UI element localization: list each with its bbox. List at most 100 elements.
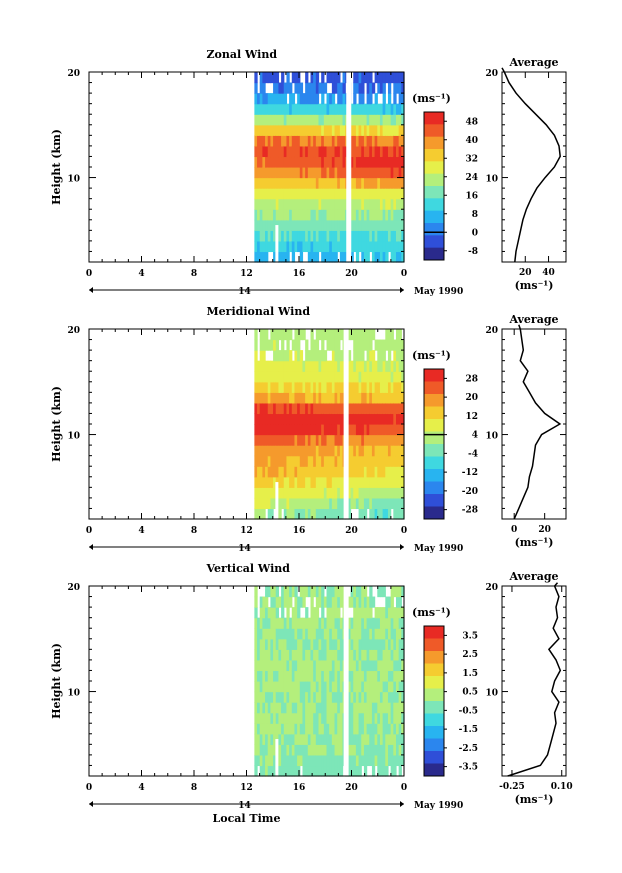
field-cell xyxy=(371,392,376,404)
field-cell xyxy=(265,392,269,404)
field-cell xyxy=(321,476,325,488)
field-cell xyxy=(339,723,344,735)
field-cell xyxy=(390,230,394,242)
field-cell xyxy=(305,455,309,467)
field-cell xyxy=(313,219,317,231)
field-cell xyxy=(393,466,397,478)
field-cell xyxy=(257,466,261,478)
field-cell xyxy=(331,209,336,221)
field-cell xyxy=(401,466,405,478)
field-cell xyxy=(273,209,277,221)
y-axis-label: Height (km) xyxy=(50,643,63,719)
field-cell xyxy=(395,733,400,745)
field-cell xyxy=(281,177,285,189)
field-cell xyxy=(318,628,322,640)
field-cell xyxy=(321,586,325,598)
field-cell xyxy=(310,93,314,105)
field-cell xyxy=(310,156,314,168)
field-cell xyxy=(350,114,354,126)
field-cell xyxy=(281,434,285,446)
field-cell xyxy=(281,607,285,619)
field-cell xyxy=(358,617,362,629)
field-cell xyxy=(358,455,362,467)
field-cell xyxy=(286,135,290,147)
field-cell xyxy=(363,586,368,598)
field-cell xyxy=(299,659,304,672)
field-cell xyxy=(273,198,277,210)
field-cell xyxy=(262,455,266,467)
field-cell xyxy=(267,445,272,457)
field-cell xyxy=(371,596,376,608)
field-cell xyxy=(395,145,400,158)
field-cell xyxy=(318,434,322,446)
field-cell xyxy=(331,402,336,415)
field-cell xyxy=(305,198,309,210)
field-cell xyxy=(259,188,263,200)
field-cell xyxy=(366,230,370,242)
field-cell xyxy=(267,712,272,724)
x-tick-label: 0 xyxy=(401,269,407,279)
field-cell xyxy=(321,167,325,179)
field-cell xyxy=(331,145,336,158)
field-cell xyxy=(382,72,386,84)
field-cell xyxy=(377,607,381,619)
field-cell xyxy=(329,476,333,488)
field-cell xyxy=(369,586,373,598)
field-cell xyxy=(393,177,397,189)
field-cell xyxy=(331,371,336,383)
field-cell xyxy=(299,691,304,703)
field-cell xyxy=(315,586,320,598)
field-cell xyxy=(334,754,338,767)
field-cell xyxy=(398,596,402,608)
field-cell xyxy=(315,360,320,372)
data-gap xyxy=(275,225,279,273)
field-cell xyxy=(398,765,402,777)
field-cell xyxy=(337,476,341,488)
field-cell xyxy=(382,586,386,598)
field-cell xyxy=(339,82,344,94)
field-cell xyxy=(377,702,381,714)
field-cell xyxy=(398,691,402,703)
field-cell xyxy=(273,360,277,372)
field-cell xyxy=(257,455,261,467)
field-cell xyxy=(323,219,328,231)
field-cell xyxy=(358,135,362,147)
field-cell xyxy=(291,413,296,425)
field-cell xyxy=(265,476,269,488)
field-cell xyxy=(339,765,344,777)
field-cell xyxy=(347,445,352,457)
field-cell xyxy=(289,617,293,629)
field-cell xyxy=(353,765,357,777)
field-cell xyxy=(265,424,269,436)
field-cell xyxy=(321,691,325,703)
field-cell xyxy=(283,360,288,372)
field-cell xyxy=(270,167,274,179)
data-gap xyxy=(346,72,352,262)
field-cell xyxy=(291,702,296,714)
field-cell xyxy=(318,350,322,362)
field-cell xyxy=(379,402,384,415)
colorbar-swatch xyxy=(424,663,444,677)
field-cell xyxy=(371,466,376,478)
field-cell xyxy=(281,135,285,147)
field-cell xyxy=(401,754,405,767)
field-cell xyxy=(329,371,333,383)
field-cell xyxy=(278,424,282,436)
field-cell xyxy=(275,424,280,436)
field-cell xyxy=(267,424,272,436)
field-cell xyxy=(302,114,306,126)
field-cell xyxy=(278,670,282,682)
field-cell xyxy=(390,586,394,598)
field-cell xyxy=(350,219,354,231)
field-cell xyxy=(267,617,272,629)
field-cell xyxy=(377,754,381,767)
field-cell xyxy=(265,765,269,777)
field-cell xyxy=(297,744,301,756)
field-cell xyxy=(283,251,288,263)
field-cell xyxy=(291,240,296,253)
field-cell xyxy=(337,198,341,210)
field-cell xyxy=(254,103,258,115)
field-cell xyxy=(294,381,298,393)
field-cell xyxy=(265,670,269,682)
field-cell xyxy=(329,251,333,263)
